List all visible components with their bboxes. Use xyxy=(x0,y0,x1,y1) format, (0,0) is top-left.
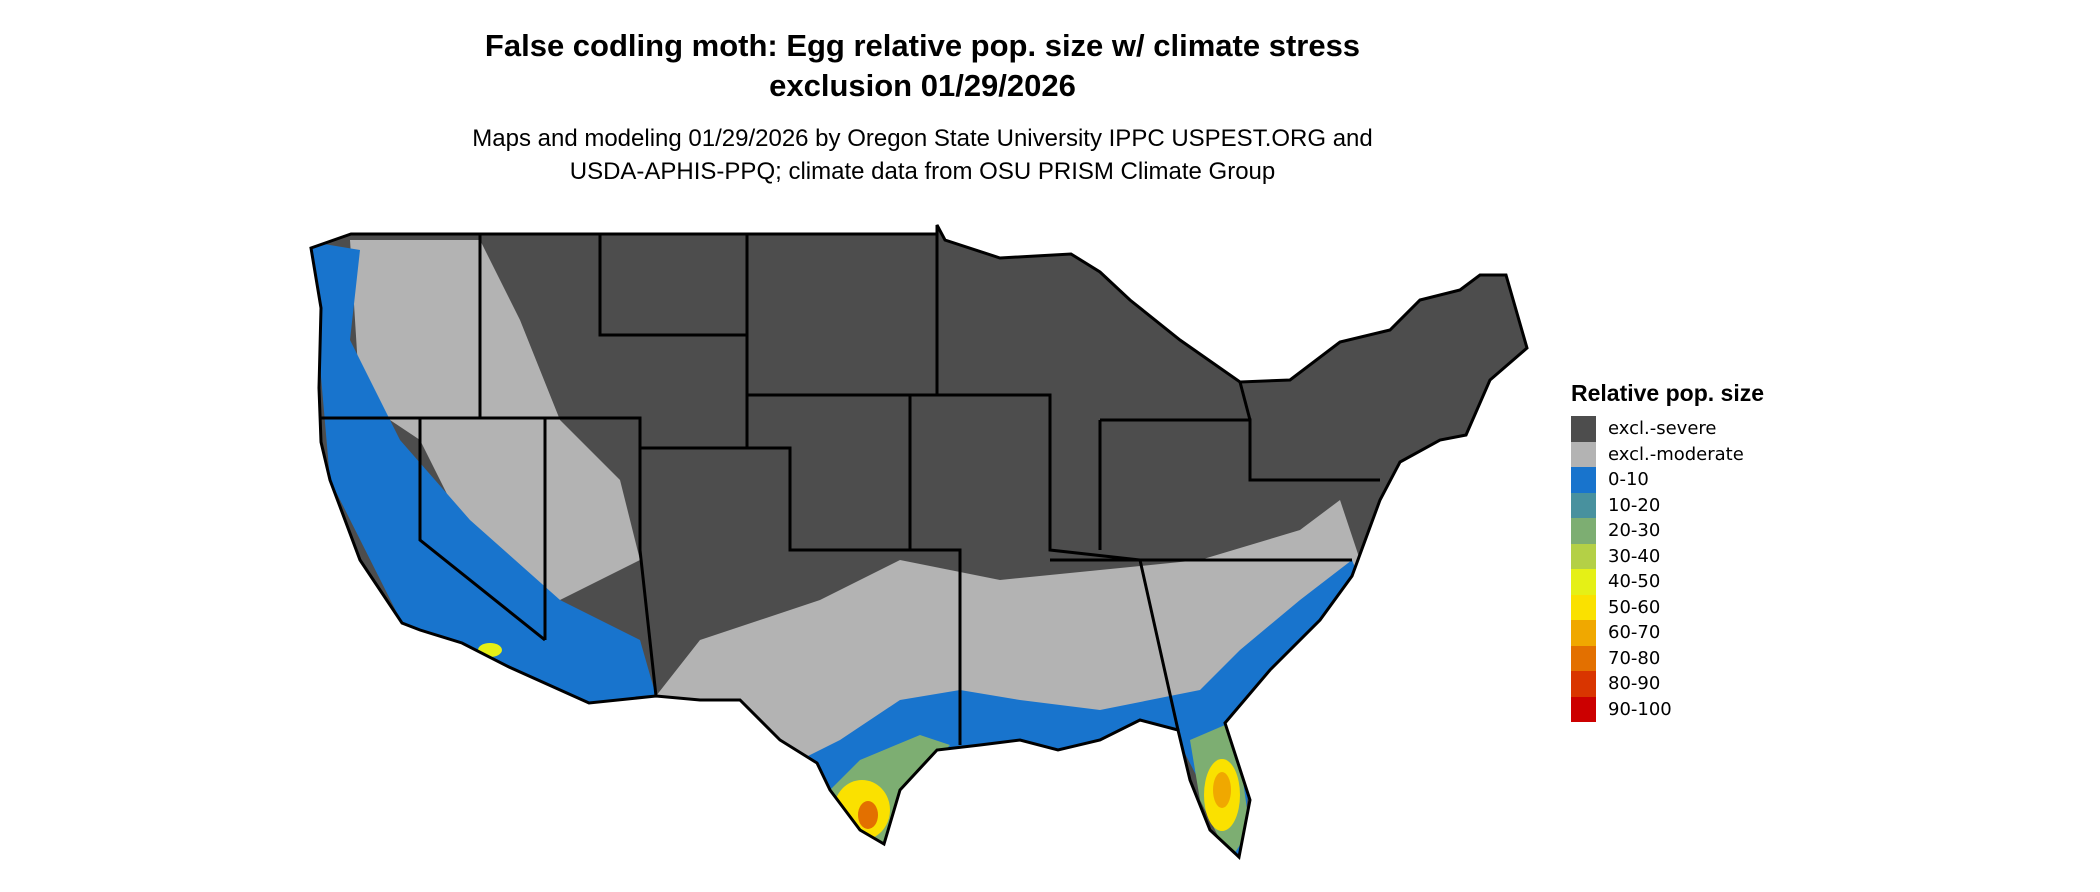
legend-item: 50-60 xyxy=(1571,594,1764,620)
legend-label: 50-60 xyxy=(1608,596,1661,618)
legend-label: excl.-moderate xyxy=(1608,443,1744,465)
region-excl-moderate-west xyxy=(350,240,640,600)
legend-item: 20-30 xyxy=(1571,518,1764,544)
legend-swatch xyxy=(1571,441,1596,467)
legend-item: 0-10 xyxy=(1571,467,1764,493)
legend-swatch xyxy=(1571,569,1596,595)
title-line-1: False codling moth: Egg relative pop. si… xyxy=(484,28,1361,63)
legend-swatch xyxy=(1571,620,1596,646)
legend-label: 40-50 xyxy=(1608,571,1661,593)
legend-swatch xyxy=(1571,467,1596,493)
legend-label: 60-70 xyxy=(1608,622,1661,644)
legend-label: 90-100 xyxy=(1608,698,1672,720)
legend-title: Relative pop. size xyxy=(1571,380,1765,406)
region-60-70-fl xyxy=(1213,772,1231,808)
legend-item: 90-100 xyxy=(1571,696,1764,722)
legend-swatch xyxy=(1571,416,1596,442)
legend-label: 70-80 xyxy=(1608,647,1661,669)
legend-label: 30-40 xyxy=(1608,545,1661,567)
legend-swatch xyxy=(1571,645,1596,671)
legend-swatch xyxy=(1571,518,1596,544)
legend-label: excl.-severe xyxy=(1608,418,1717,440)
legend-item: excl.-moderate xyxy=(1571,441,1764,467)
legend-swatch xyxy=(1571,594,1596,620)
map-title: False codling moth: Egg relative pop. si… xyxy=(0,26,1845,106)
legend-item: 40-50 xyxy=(1571,569,1764,595)
legend-swatch xyxy=(1571,492,1596,518)
legend-label: 20-30 xyxy=(1608,520,1661,542)
legend-item: excl.-severe xyxy=(1571,416,1764,442)
region-70-80-tx xyxy=(858,801,878,829)
region-40-50-ca xyxy=(478,643,502,657)
legend-label: 10-20 xyxy=(1608,494,1661,516)
legend-item: 60-70 xyxy=(1571,620,1764,646)
legend-item: 80-90 xyxy=(1571,671,1764,697)
legend-swatch xyxy=(1571,543,1596,569)
subtitle-line-2: USDA-APHIS-PPQ; climate data from OSU PR… xyxy=(569,158,1276,185)
subtitle-line-1: Maps and modeling 01/29/2026 by Oregon S… xyxy=(472,125,1373,152)
legend-item: 70-80 xyxy=(1571,645,1764,671)
legend-label: 0-10 xyxy=(1608,469,1649,491)
state-borders xyxy=(309,223,1529,859)
map-subtitle: Maps and modeling 01/29/2026 by Oregon S… xyxy=(0,122,1845,188)
legend-swatch xyxy=(1571,696,1596,722)
legend-swatch xyxy=(1571,671,1596,697)
title-line-2: exclusion 01/29/2026 xyxy=(769,68,1076,103)
legend-item: 30-40 xyxy=(1571,543,1764,569)
region-0-10-west xyxy=(311,240,660,710)
legend-label: 80-90 xyxy=(1608,673,1661,695)
legend: Relative pop. size excl.-severe excl.-mod… xyxy=(1571,380,1764,722)
legend-items: excl.-severe excl.-moderate 0-10 10-20 20-30… xyxy=(1571,416,1764,722)
legend-item: 10-20 xyxy=(1571,492,1764,518)
